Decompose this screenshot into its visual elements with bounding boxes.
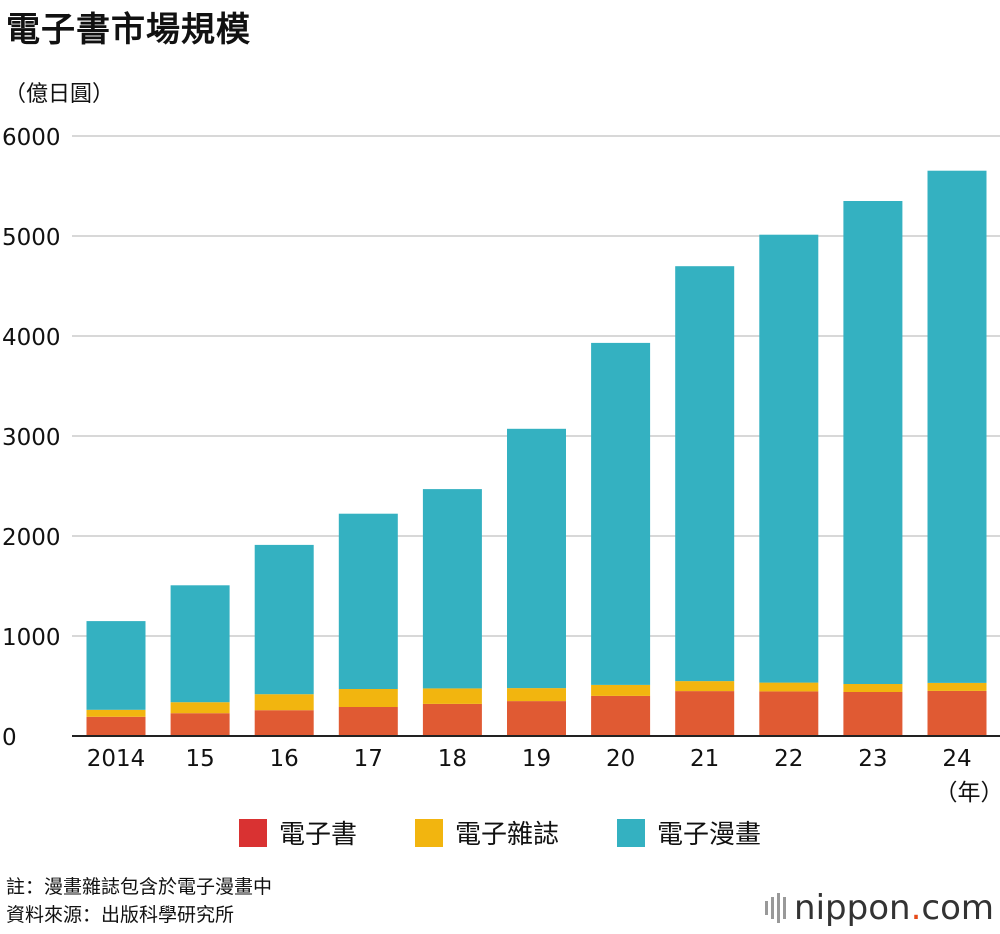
bar-ecomic — [591, 342, 651, 685]
footnote: 註：漫畫雜誌包含於電子漫畫中 — [6, 876, 273, 898]
y-tick-label: 1000 — [2, 625, 61, 651]
brand-name: nippon — [794, 888, 911, 928]
x-tick-label: 17 — [354, 746, 383, 772]
bar-ecomic — [675, 266, 735, 682]
x-tick-label: 16 — [270, 746, 299, 772]
x-tick-label: 18 — [438, 746, 467, 772]
legend-label-emagazine: 電子雜誌 — [454, 820, 559, 850]
x-axis-unit-label: （年） — [935, 780, 1000, 806]
legend: 電子書 電子雜誌 電子漫畫 — [0, 814, 1000, 851]
bar-ebook — [170, 713, 230, 736]
legend-label-ebook: 電子書 — [278, 820, 357, 850]
legend-item-ecomic: 電子漫畫 — [617, 814, 761, 851]
bar-emagazine — [254, 694, 314, 711]
brand-bars-icon — [765, 893, 787, 923]
brand-dot: . — [910, 888, 922, 928]
y-axis-unit-label: （億日圓） — [4, 82, 115, 107]
y-tick-label: 3000 — [2, 425, 61, 451]
legend-item-emagazine: 電子雜誌 — [414, 814, 559, 851]
x-axis-ticks: 2014 15 16 17 18 19 20 21 22 23 24 — [87, 746, 972, 772]
x-tick-label: 23 — [858, 746, 887, 772]
x-tick-label: 24 — [942, 746, 971, 772]
bar-ecomic — [843, 201, 903, 684]
bar-ebook — [843, 692, 903, 736]
bar-ecomic — [86, 621, 146, 710]
brand-logo: nippon. com — [765, 888, 994, 928]
bar-emagazine — [591, 684, 651, 696]
bar-ebook — [254, 710, 314, 736]
bar-ecomic — [422, 489, 482, 689]
bar-emagazine — [338, 689, 398, 707]
bar-emagazine — [843, 684, 903, 692]
bar-ebook — [759, 691, 819, 736]
x-tick-label: 19 — [522, 746, 551, 772]
bar-ecomic — [507, 428, 566, 689]
x-tick-label: 15 — [185, 746, 214, 772]
bar-ebook — [927, 690, 987, 736]
bar-emagazine — [675, 681, 735, 692]
bar-ecomic — [254, 544, 314, 695]
bar-emagazine — [927, 682, 987, 691]
y-axis-ticks: 0 1000 2000 3000 4000 5000 6000 — [2, 125, 61, 751]
bars — [86, 170, 987, 736]
bar-ebook — [507, 701, 566, 736]
y-tick-label: 4000 — [2, 325, 61, 351]
bar-ebook — [591, 695, 651, 736]
y-tick-label: 0 — [2, 725, 17, 751]
legend-swatch-ecomic — [617, 818, 645, 847]
legend-item-ebook: 電子書 — [238, 814, 357, 851]
bar-emagazine — [759, 682, 819, 692]
bar-ecomic — [927, 170, 987, 683]
bar-ebook — [422, 703, 482, 736]
bar-ecomic — [338, 513, 398, 689]
x-tick-label: 21 — [690, 746, 719, 772]
chart-title: 電子書市場規模 — [6, 10, 251, 50]
bar-emagazine — [507, 688, 566, 702]
bar-ecomic — [759, 234, 819, 683]
bar-emagazine — [170, 702, 230, 714]
bar-ebook — [675, 691, 735, 736]
x-tick-label: 22 — [774, 746, 803, 772]
brand-suffix: com — [921, 888, 994, 928]
stacked-bar-chart: 0 1000 2000 3000 4000 5000 6000 2014 15 16 17 18 19… — [2, 125, 1000, 806]
y-tick-label: 2000 — [2, 525, 61, 551]
source-note: 資料來源：出版科學研究所 — [6, 904, 235, 926]
x-tick-label: 2014 — [87, 746, 146, 772]
bar-ebook — [338, 707, 398, 736]
bar-emagazine — [86, 709, 146, 717]
bar-ebook — [86, 716, 146, 736]
legend-swatch-emagazine — [414, 818, 443, 847]
bar-emagazine — [422, 688, 482, 704]
bar-ecomic — [170, 585, 230, 703]
x-tick-label: 20 — [606, 746, 635, 772]
y-tick-label: 6000 — [2, 125, 61, 151]
y-tick-label: 5000 — [2, 225, 61, 251]
legend-swatch-ebook — [238, 818, 267, 847]
legend-label-ecomic: 電子漫畫 — [657, 820, 762, 850]
